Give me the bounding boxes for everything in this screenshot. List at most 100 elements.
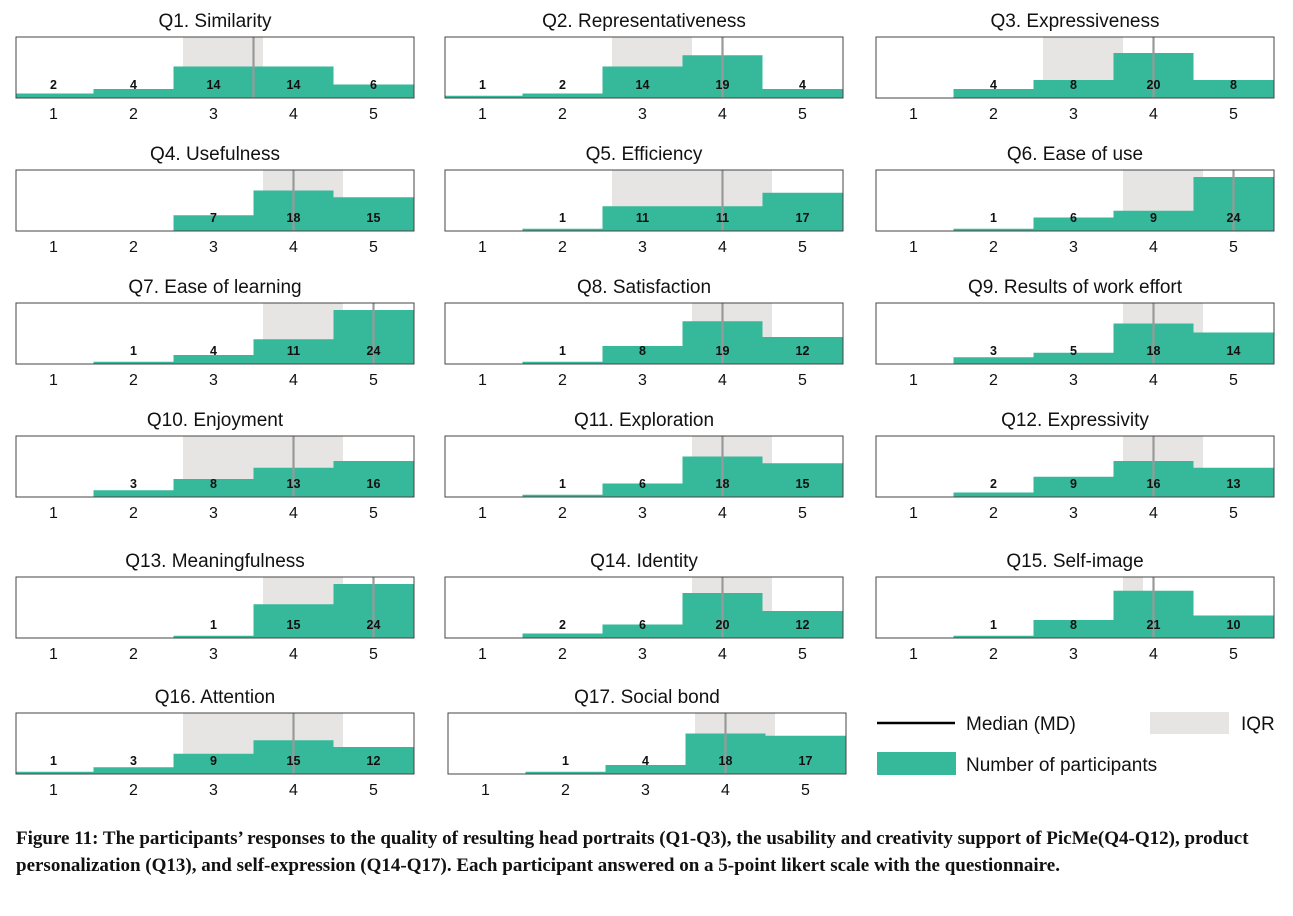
bar-label: 18	[1147, 344, 1161, 358]
bar	[525, 771, 606, 774]
x-tick-label: 2	[989, 372, 998, 389]
x-tick-label: 2	[129, 239, 138, 256]
panel-title: Q10. Enjoyment	[147, 410, 284, 431]
bar-label: 6	[639, 618, 646, 632]
panel-13: Q13. Meaningfulness 1 15 24 1 2 3 4 5	[15, 551, 415, 663]
panel-title: Q14. Identity	[590, 551, 698, 572]
bar	[762, 337, 843, 364]
panel-frame	[875, 36, 1275, 99]
bar	[1033, 620, 1114, 638]
panel-frame	[444, 169, 844, 232]
x-tick-label: 5	[369, 505, 378, 522]
x-tick-label: 1	[909, 505, 918, 522]
bar-label: 8	[1070, 618, 1077, 632]
x-tick-label: 3	[1069, 505, 1078, 522]
x-tick-label: 3	[638, 239, 647, 256]
panel-10: Q10. Enjoyment 3 8 13 16 1 2 3 4 5	[15, 410, 415, 522]
legend-median-label: Median (MD)	[966, 714, 1076, 735]
x-tick-label: 4	[1149, 372, 1158, 389]
x-tick-label: 3	[638, 106, 647, 123]
bar	[522, 93, 603, 98]
panel-frame	[875, 435, 1275, 498]
bar-label: 1	[479, 78, 486, 92]
x-tick-label: 5	[1229, 372, 1238, 389]
bar	[253, 604, 334, 638]
x-tick-label: 1	[478, 505, 487, 522]
panel-title: Q13. Meaningfulness	[125, 551, 305, 572]
x-tick-label: 1	[49, 782, 58, 799]
bar	[762, 611, 843, 638]
panel-title: Q12. Expressivity	[1001, 410, 1149, 431]
bar	[765, 735, 846, 774]
x-tick-label: 3	[1069, 106, 1078, 123]
x-tick-label: 2	[558, 505, 567, 522]
bar-label: 1	[210, 618, 217, 632]
bar-label: 11	[716, 211, 729, 225]
x-tick-label: 3	[1069, 239, 1078, 256]
bar-label: 9	[1070, 477, 1077, 491]
panel-2: Q2. Representativeness 1 2 14 19 4 1 2 3 4 5	[444, 11, 844, 123]
x-tick-label: 1	[909, 372, 918, 389]
x-tick-label: 3	[1069, 646, 1078, 663]
x-tick-label: 1	[478, 239, 487, 256]
bar	[1193, 80, 1274, 98]
bar-label: 5	[1070, 344, 1077, 358]
bar-label: 2	[559, 618, 566, 632]
bar-label: 15	[287, 618, 301, 632]
x-tick-label: 3	[641, 782, 650, 799]
panel-frame	[447, 712, 847, 775]
panel-frame	[15, 302, 415, 365]
bar	[333, 461, 414, 497]
bar-label: 24	[367, 618, 381, 632]
bar	[1033, 476, 1114, 497]
panel-frame	[15, 712, 415, 775]
panel-17: Q17. Social bond 1 4 18 17 1 2 3 4 5	[447, 687, 847, 799]
bar	[522, 228, 603, 231]
bar	[173, 215, 254, 231]
bar-label: 24	[367, 344, 381, 358]
bar-label: 11	[287, 344, 300, 358]
x-tick-label: 1	[49, 239, 58, 256]
bar-label: 9	[210, 754, 217, 768]
panel-title: Q6. Ease of use	[1007, 144, 1143, 165]
bar-label: 8	[639, 344, 646, 358]
panel-title: Q7. Ease of learning	[128, 277, 301, 298]
x-tick-label: 4	[1149, 646, 1158, 663]
x-tick-label: 1	[478, 646, 487, 663]
bar-label: 2	[559, 78, 566, 92]
bar-label: 12	[796, 344, 810, 358]
x-tick-label: 2	[989, 239, 998, 256]
x-tick-label: 5	[798, 505, 807, 522]
bar	[522, 494, 603, 497]
panel-frame	[15, 435, 415, 498]
x-tick-label: 4	[718, 372, 727, 389]
panel-frame	[15, 169, 415, 232]
bar	[333, 84, 414, 98]
x-tick-label: 2	[558, 239, 567, 256]
x-tick-label: 3	[209, 106, 218, 123]
x-tick-label: 2	[989, 646, 998, 663]
bar-label: 18	[716, 477, 730, 491]
panel-title: Q17. Social bond	[574, 687, 720, 708]
bar-label: 3	[130, 754, 137, 768]
x-tick-label: 5	[369, 106, 378, 123]
legend: Median (MD) IQR Number of participants	[877, 712, 1275, 776]
bar-label: 6	[370, 78, 377, 92]
x-tick-label: 5	[798, 106, 807, 123]
bar-label: 19	[716, 344, 730, 358]
x-tick-label: 2	[558, 646, 567, 663]
bar-label: 4	[130, 78, 137, 92]
bar-label: 14	[636, 78, 650, 92]
bar	[522, 633, 603, 638]
bar-label: 12	[796, 618, 810, 632]
x-tick-label: 1	[478, 106, 487, 123]
bar	[953, 492, 1034, 497]
panel-title: Q3. Expressiveness	[991, 11, 1160, 32]
x-tick-label: 4	[718, 646, 727, 663]
bar	[602, 346, 683, 364]
